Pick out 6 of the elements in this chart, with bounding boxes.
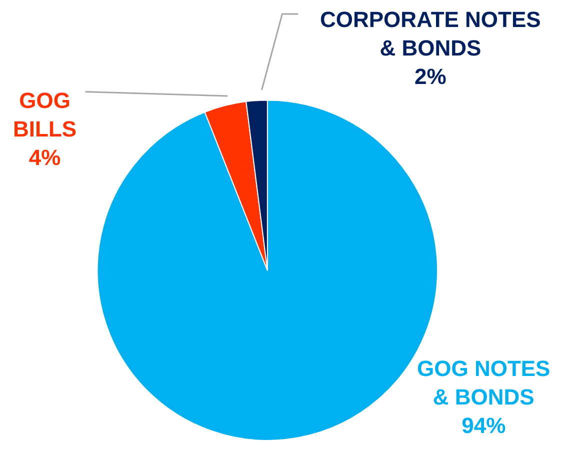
- data-label: 94%: [462, 413, 506, 438]
- data-label: 2%: [414, 64, 446, 90]
- slice-label: GOG NOTES & BONDS: [417, 356, 550, 410]
- slice-label: CORPORATE NOTES & BONDS: [320, 7, 541, 61]
- data-label: 4%: [28, 145, 61, 170]
- slice-label: GOG BILLS: [13, 88, 77, 142]
